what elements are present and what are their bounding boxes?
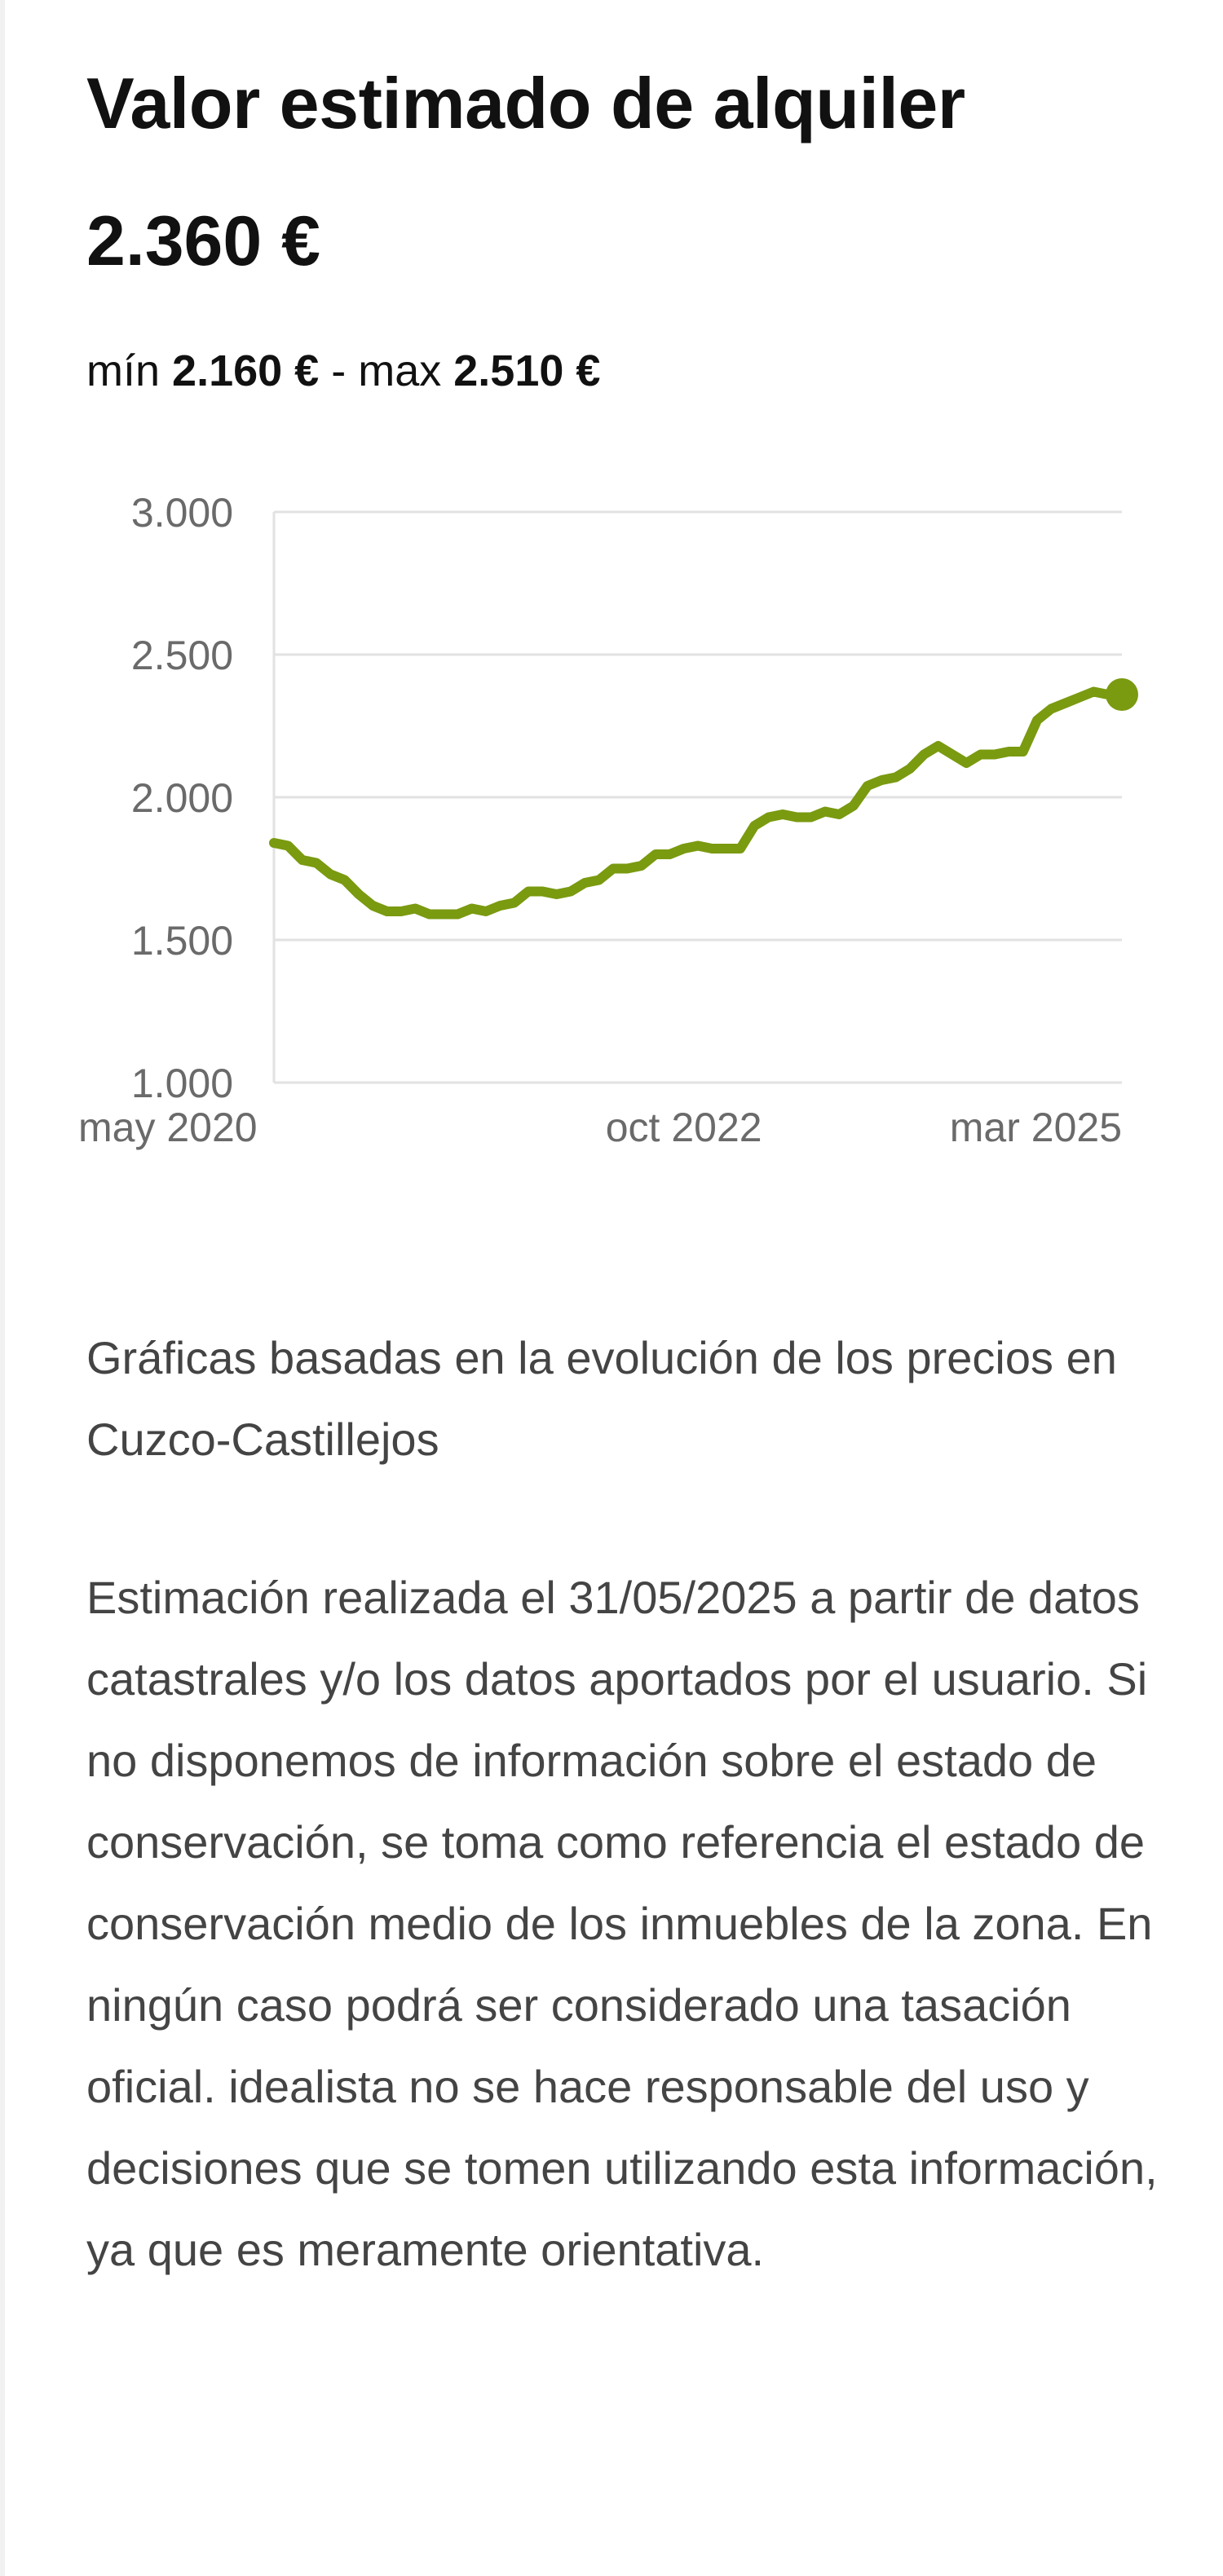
x-tick-label: may 2020: [78, 1105, 258, 1150]
series-line: [269, 686, 1127, 920]
charts-note: Gráficas basadas en la evolución de los …: [86, 1317, 1195, 1480]
y-tick-label: 1.000: [131, 1061, 233, 1106]
range-max-value: 2.510 €: [453, 346, 601, 395]
disclaimer: Estimación realizada el 31/05/2025 a par…: [86, 1557, 1195, 2291]
range-max-label: max: [358, 346, 442, 395]
range-min-label: mín: [86, 346, 161, 395]
y-tick-label: 3.000: [131, 490, 233, 536]
x-tick-label: mar 2025: [950, 1105, 1122, 1150]
y-tick-label: 2.500: [131, 633, 233, 678]
left-border: [0, 0, 5, 2576]
price-range: mín 2.160 € - max 2.510 €: [86, 342, 600, 399]
disclaimer-text: Estimación realizada el 31/05/2025 a par…: [86, 1572, 1158, 2275]
range-min-value: 2.160 €: [172, 346, 320, 395]
price-evolution-chart: 3.000 2.500 2.000 1.500 1.000 may 2020 oct 202…: [0, 0, 1223, 1190]
charts-note-text: Gráficas basadas en la evolución de los …: [86, 1332, 1117, 1465]
y-tick-label: 1.500: [131, 918, 233, 964]
y-tick-label: 2.000: [131, 775, 233, 821]
estimated-price: 2.360 €: [86, 202, 320, 280]
range-separator: -: [331, 346, 347, 395]
current-value-point: [1106, 678, 1138, 711]
x-tick-label: oct 2022: [606, 1105, 762, 1150]
page-title: Valor estimado de alquiler: [86, 63, 965, 143]
